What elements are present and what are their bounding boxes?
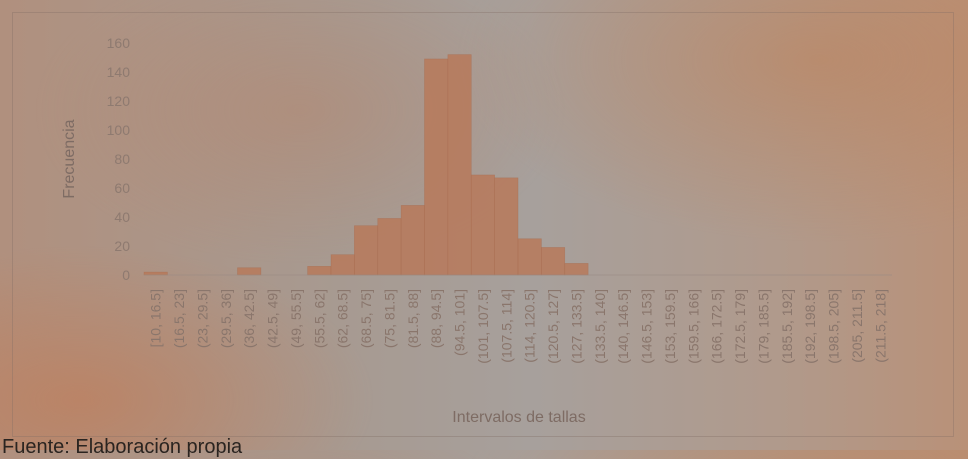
x-tick-label: (140, 146.5] bbox=[615, 289, 631, 364]
x-tick-label: (192, 198.5] bbox=[802, 289, 818, 364]
bar-9 bbox=[354, 225, 379, 276]
x-tick-label: (127, 133.5] bbox=[568, 289, 584, 364]
x-tick-label: (62, 68.5] bbox=[335, 289, 351, 348]
x-tick-label: (153, 159.5] bbox=[662, 289, 678, 364]
y-tick-label: 20 bbox=[114, 238, 130, 254]
x-tick-label: (94.5, 101] bbox=[452, 289, 468, 356]
x-tick-label: (16.5, 23] bbox=[171, 289, 187, 348]
x-tick-label: (114, 120.5] bbox=[522, 289, 538, 363]
x-tick-label: (133.5, 140] bbox=[592, 289, 608, 364]
x-tick-label: (68.5, 75] bbox=[358, 289, 374, 348]
bar-10 bbox=[377, 218, 402, 276]
x-tick-label: (55.5, 62] bbox=[311, 289, 327, 348]
x-tick-label: (172.5, 179] bbox=[732, 289, 748, 364]
bar-11 bbox=[400, 205, 425, 276]
y-tick-label: 140 bbox=[107, 64, 131, 80]
x-tick-label: (75, 81.5] bbox=[381, 289, 397, 348]
y-axis-title: Frecuencia bbox=[61, 119, 78, 198]
x-tick-label: (107.5, 114] bbox=[498, 289, 514, 363]
x-tick-label: (23, 29.5] bbox=[194, 289, 210, 348]
x-tick-label: (146.5, 153] bbox=[639, 289, 655, 364]
y-tick-label: 100 bbox=[107, 122, 131, 138]
x-tick-label: (81.5, 88] bbox=[405, 289, 421, 348]
bar-17 bbox=[541, 247, 566, 276]
bars-group bbox=[143, 54, 589, 276]
x-tick-label: (211.5, 218] bbox=[872, 289, 888, 363]
x-tick-label: (185.5, 192] bbox=[779, 289, 795, 364]
bar-4 bbox=[237, 267, 262, 276]
bar-13 bbox=[447, 54, 472, 276]
x-tick-label: (29.5, 36] bbox=[218, 289, 234, 348]
x-tick-label: (120.5, 127] bbox=[545, 289, 561, 364]
bar-15 bbox=[494, 177, 519, 276]
y-tick-label: 160 bbox=[107, 35, 131, 51]
bar-16 bbox=[517, 238, 542, 276]
bar-7 bbox=[307, 266, 332, 276]
x-tick-label: (36, 42.5] bbox=[241, 289, 257, 348]
y-tick-label: 0 bbox=[122, 267, 130, 283]
y-tick-labels: 0 20 40 60 80 100 120 140 160 bbox=[107, 35, 131, 283]
bar-8 bbox=[330, 254, 355, 276]
x-tick-label: (101, 107.5] bbox=[475, 289, 491, 364]
bar-12 bbox=[424, 58, 449, 276]
x-tick-label: (166, 172.5] bbox=[709, 289, 725, 364]
y-tick-label: 60 bbox=[114, 180, 130, 196]
histogram-chart: 0 20 40 60 80 100 120 140 160 [10, 16.5] (16.5, 2… bbox=[61, 35, 892, 426]
x-tick-label: (42.5, 49] bbox=[265, 289, 281, 348]
chart-frame: 0 20 40 60 80 100 120 140 160 [10, 16.5] (16.5, 2… bbox=[12, 12, 954, 437]
y-tick-label: 80 bbox=[114, 151, 130, 167]
x-tick-label: (179, 185.5] bbox=[755, 289, 771, 364]
y-tick-label: 40 bbox=[114, 209, 130, 225]
x-tick-label: (159.5, 166] bbox=[685, 289, 701, 364]
x-tick-label: (88, 94.5] bbox=[428, 289, 444, 348]
bar-18 bbox=[564, 263, 589, 276]
x-axis-title: Intervalos de tallas bbox=[452, 409, 585, 426]
x-tick-label: (49, 55.5] bbox=[288, 289, 304, 348]
x-tick-label: (198.5, 205] bbox=[826, 289, 842, 364]
x-tick-label: [10, 16.5] bbox=[148, 289, 164, 347]
x-tick-label: (205, 211.5] bbox=[849, 289, 865, 363]
y-tick-label: 120 bbox=[107, 93, 131, 109]
bar-14 bbox=[470, 174, 495, 276]
x-tick-labels: [10, 16.5] (16.5, 23] (23, 29.5] (29.5, 36]… bbox=[148, 289, 889, 364]
source-caption: Fuente: Elaboración propia bbox=[2, 436, 243, 458]
